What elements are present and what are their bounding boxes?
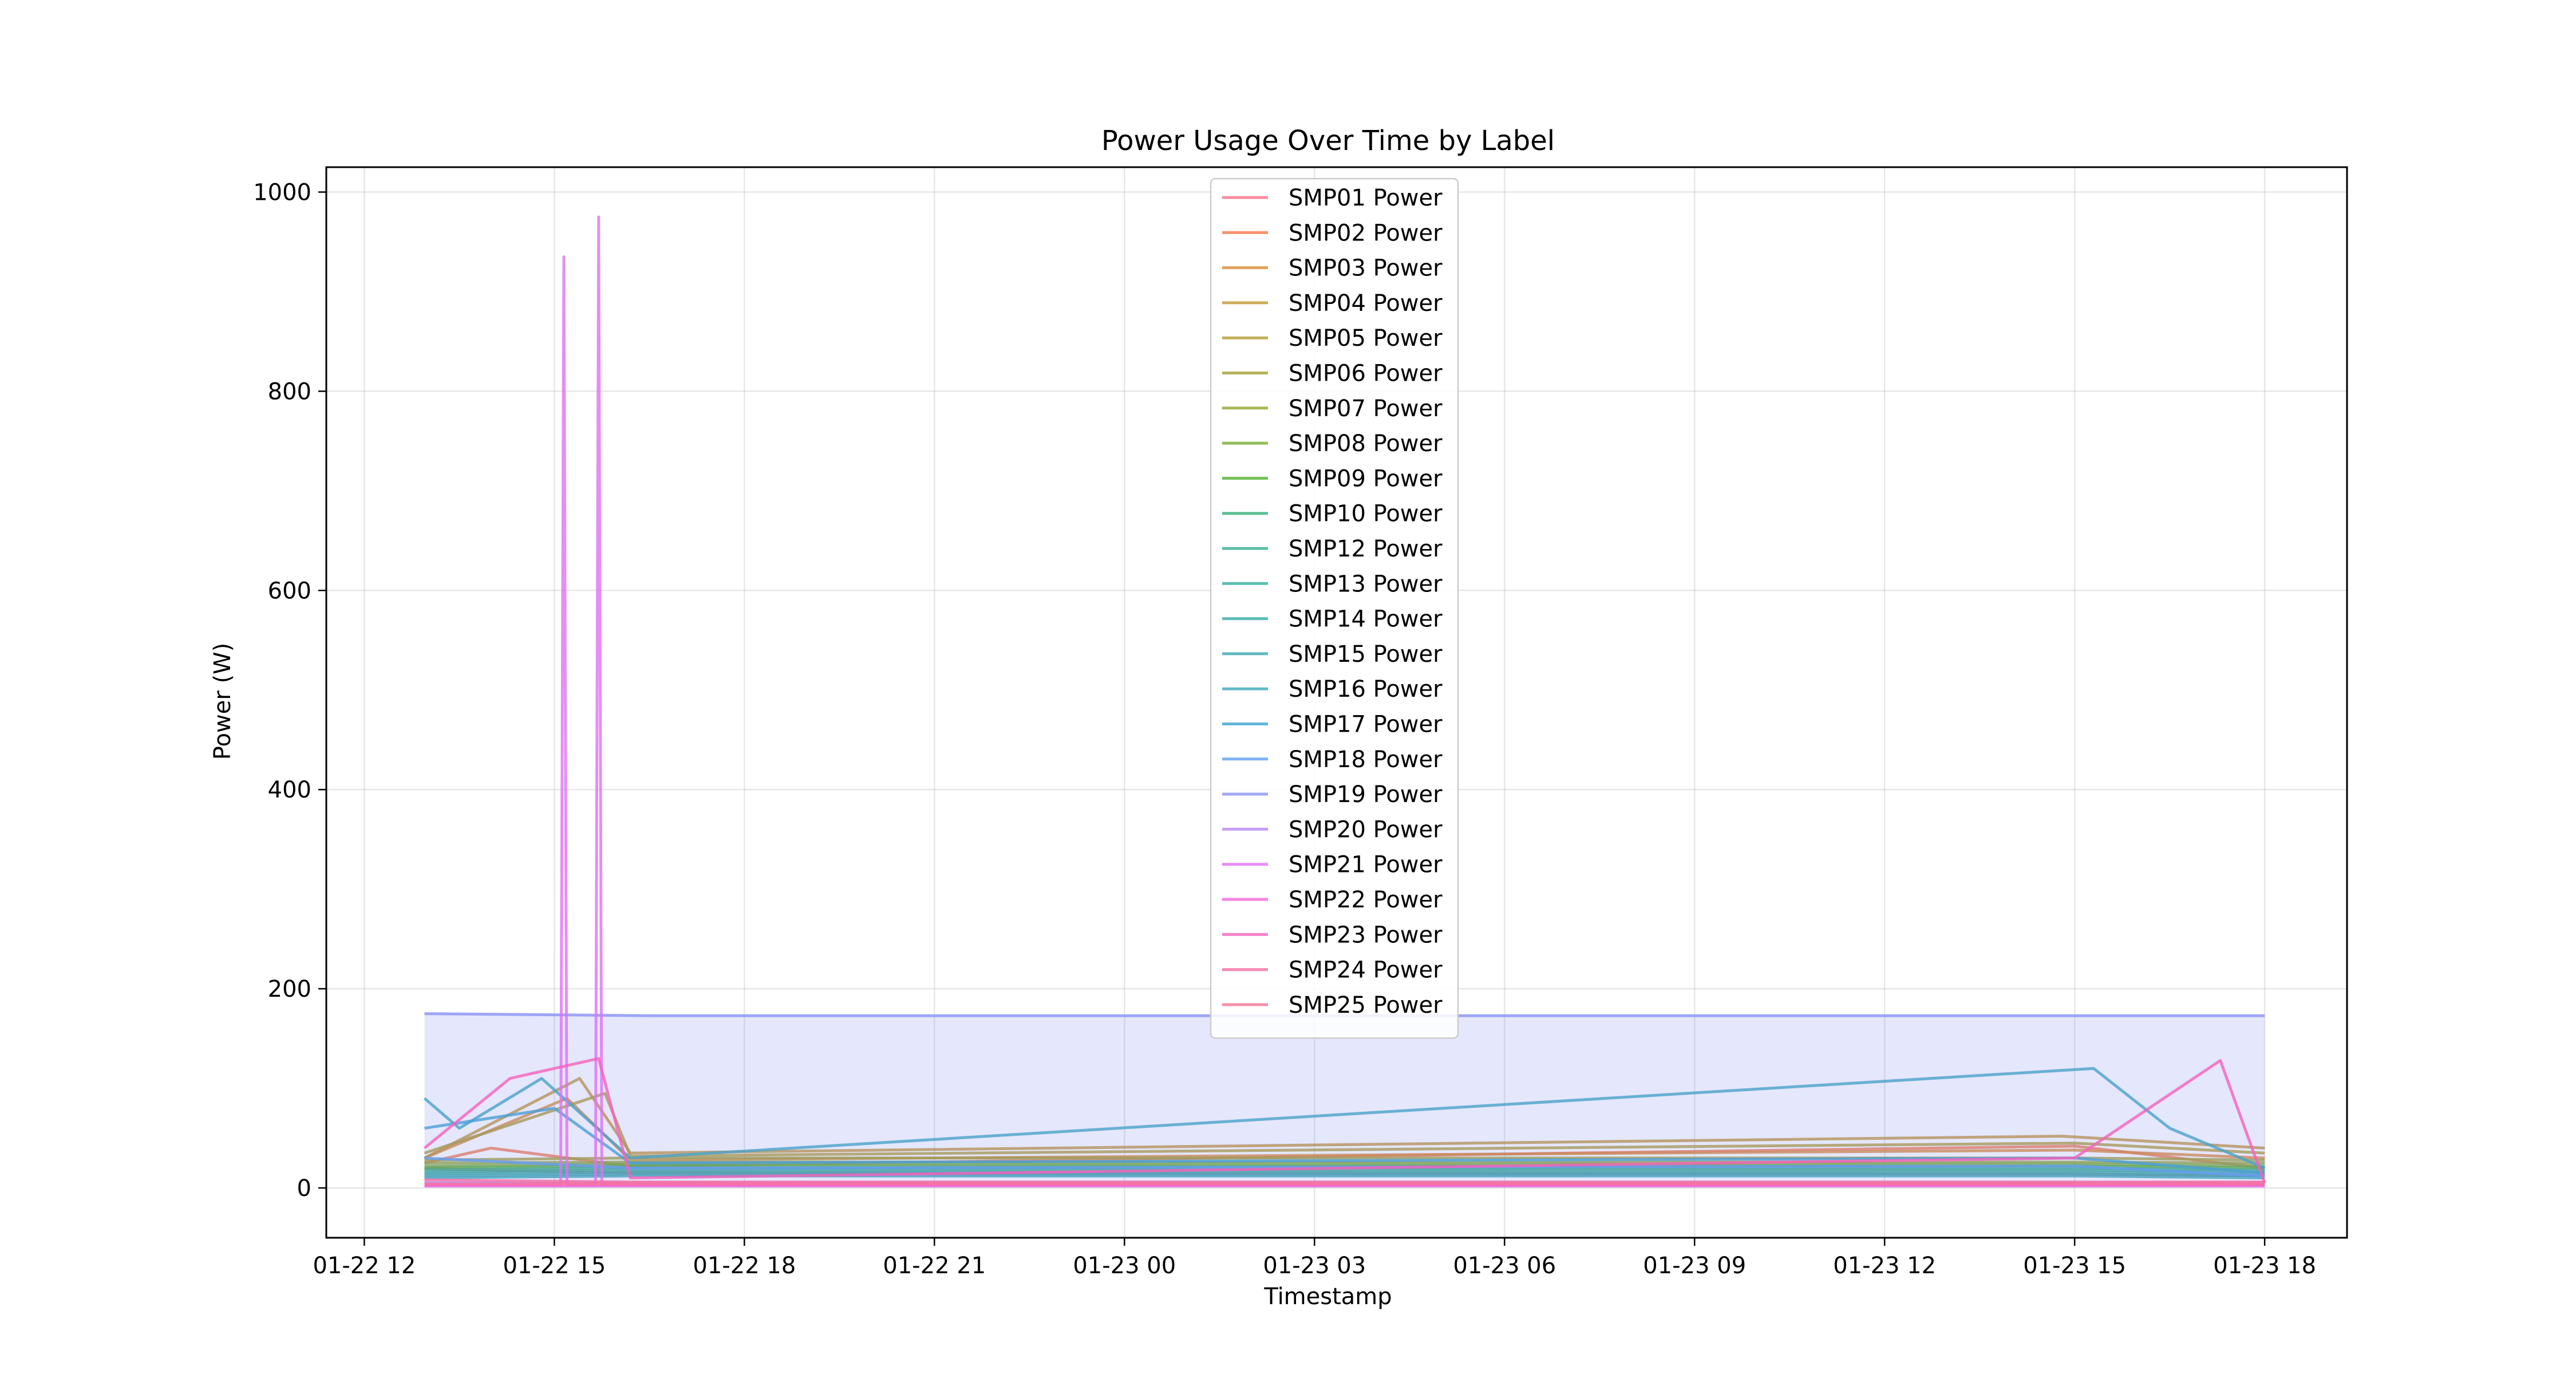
legend-label: SMP22 Power	[1289, 887, 1443, 913]
legend-label: SMP10 Power	[1289, 501, 1443, 527]
legend-entry: SMP13 Power	[1222, 571, 1443, 597]
legend-entry: SMP03 Power	[1222, 255, 1443, 282]
legend-label: SMP13 Power	[1289, 571, 1443, 597]
legend-entry: SMP05 Power	[1222, 325, 1443, 352]
legend-label: SMP20 Power	[1289, 816, 1443, 843]
legend-label: SMP23 Power	[1289, 922, 1443, 948]
y-tick-label: 400	[268, 777, 311, 803]
x-tick-label: 01-23 00	[1073, 1253, 1176, 1279]
x-axis-label: Timestamp	[1263, 1284, 1392, 1310]
legend-label: SMP19 Power	[1289, 781, 1443, 808]
legend-label: SMP21 Power	[1289, 852, 1443, 878]
legend-entry: SMP19 Power	[1222, 781, 1443, 808]
legend-label: SMP15 Power	[1289, 641, 1443, 668]
legend-label: SMP03 Power	[1289, 255, 1443, 282]
legend-entry: SMP07 Power	[1222, 396, 1443, 422]
plot-frame	[325, 166, 2348, 1239]
y-tick-label: 0	[297, 1175, 311, 1202]
x-tick-label: 01-23 15	[2023, 1253, 2126, 1279]
x-tick-label: 01-23 03	[1263, 1253, 1366, 1279]
legend-entry: SMP23 Power	[1222, 922, 1443, 948]
legend-entry: SMP12 Power	[1222, 536, 1443, 562]
legend-label: SMP18 Power	[1289, 747, 1443, 773]
x-tick-label: 01-22 12	[313, 1253, 416, 1279]
legend-entry: SMP20 Power	[1222, 816, 1443, 843]
legend-label: SMP05 Power	[1289, 325, 1443, 352]
legend-label: SMP09 Power	[1289, 465, 1443, 492]
legend-entry: SMP18 Power	[1222, 747, 1443, 773]
legend-label: SMP06 Power	[1289, 361, 1443, 387]
legend-entry: SMP04 Power	[1222, 290, 1443, 317]
x-tick-label: 01-22 18	[693, 1253, 796, 1279]
chart-title: Power Usage Over Time by Label	[1101, 125, 1555, 157]
series-area-smp19	[424, 1013, 2265, 1188]
legend-box	[1210, 177, 1459, 1039]
legend-label: SMP08 Power	[1289, 431, 1443, 457]
x-tick-label: 01-23 06	[1453, 1253, 1556, 1279]
legend-entry: SMP08 Power	[1222, 431, 1443, 457]
series-line-smp05	[424, 1092, 2265, 1158]
series-line-smp14	[424, 1172, 2265, 1178]
legend-entry: SMP02 Power	[1222, 220, 1443, 246]
legend-entry: SMP21 Power	[1222, 852, 1443, 878]
axis-ticks: 01-22 12 01-22 15 01-22 18 01-22 21 01-23 00…	[253, 179, 2316, 1279]
x-tick-label: 01-23 18	[2213, 1253, 2316, 1279]
legend: SMP01 Power SMP02 Power SMP03 Power SMP04 P…	[1210, 177, 1459, 1039]
legend-label: SMP24 Power	[1289, 957, 1443, 984]
y-tick-label: 1000	[253, 179, 311, 206]
legend-entry: SMP22 Power	[1222, 887, 1443, 913]
legend-label: SMP01 Power	[1289, 185, 1443, 211]
legend-entry: SMP01 Power	[1222, 185, 1443, 211]
series-line-smp15	[424, 1174, 2265, 1180]
y-tick-label: 800	[268, 378, 311, 405]
legend-label: SMP12 Power	[1289, 536, 1443, 562]
legend-entry: SMP10 Power	[1222, 501, 1443, 527]
legend-entry: SMP14 Power	[1222, 606, 1443, 633]
legend-label: SMP07 Power	[1289, 396, 1443, 422]
series-line-smp17	[424, 1107, 2265, 1175]
series-line-smp13	[424, 1170, 2265, 1176]
y-tick-label: 200	[268, 976, 311, 1002]
series-line-smp23	[423, 1057, 2266, 1184]
y-axis-label: Power (W)	[210, 643, 236, 760]
series-line-smp06	[424, 1156, 2265, 1162]
x-tick-label: 01-23 09	[1643, 1253, 1746, 1279]
legend-entry: SMP15 Power	[1222, 641, 1443, 668]
legend-entry: SMP09 Power	[1222, 465, 1443, 492]
legend-label: SMP04 Power	[1289, 290, 1443, 317]
legend-entry: SMP24 Power	[1222, 957, 1443, 984]
legend-label: SMP02 Power	[1289, 220, 1443, 246]
legend-label: SMP14 Power	[1289, 606, 1443, 633]
legend-entry: SMP16 Power	[1222, 676, 1443, 702]
plot-series	[423, 215, 2266, 1188]
x-tick-label: 01-22 21	[883, 1253, 986, 1279]
legend-entry: SMP17 Power	[1222, 712, 1443, 738]
legend-label: SMP25 Power	[1289, 992, 1443, 1018]
series-line-smp16	[423, 1067, 2266, 1170]
legend-entry: SMP06 Power	[1222, 361, 1443, 387]
y-tick-label: 600	[268, 578, 311, 604]
series-line-smp03	[424, 1097, 2265, 1162]
x-tick-label: 01-23 12	[1833, 1253, 1936, 1279]
legend-entry: SMP25 Power	[1222, 992, 1443, 1018]
legend-label: SMP16 Power	[1289, 676, 1443, 702]
x-tick-label: 01-22 15	[503, 1253, 606, 1279]
series-line-smp24	[424, 1178, 2265, 1184]
legend-label: SMP17 Power	[1289, 712, 1443, 738]
